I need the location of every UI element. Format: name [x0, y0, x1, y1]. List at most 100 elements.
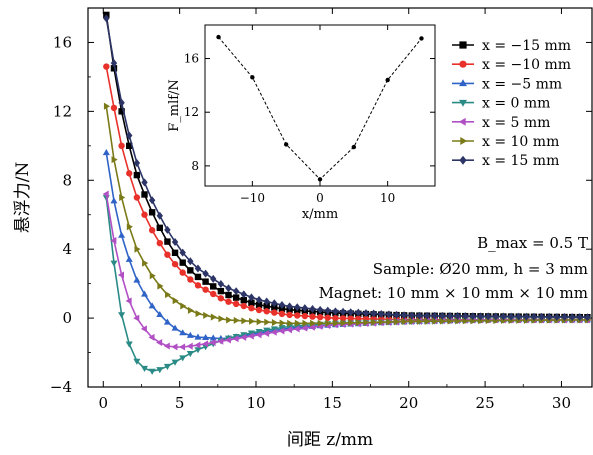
series-marker — [186, 331, 194, 338]
series-marker — [293, 325, 300, 333]
series-marker — [194, 333, 202, 340]
series-marker — [209, 334, 217, 341]
series-marker — [324, 306, 331, 315]
series-group — [102, 11, 592, 375]
series-marker — [194, 273, 202, 281]
series-marker — [240, 290, 247, 299]
series-marker — [141, 191, 148, 198]
series-marker — [270, 326, 278, 333]
legend-item: x = 5 mm — [452, 115, 550, 131]
legend-label: x = 15 mm — [482, 153, 559, 169]
legend-swatch-marker — [459, 60, 467, 68]
inset-plot: −10 0 10 8 12 16 x/mm F_mlf/N — [167, 24, 436, 222]
series-marker — [187, 257, 194, 266]
series-marker — [263, 329, 270, 338]
inset-frame — [204, 24, 436, 187]
series-marker — [133, 194, 141, 201]
series-marker — [164, 225, 171, 234]
series-marker — [332, 307, 339, 316]
series-marker — [202, 269, 209, 278]
series-marker — [118, 142, 125, 150]
series-marker — [286, 302, 293, 311]
series-marker — [187, 267, 194, 274]
series-marker — [201, 340, 208, 348]
series-marker — [454, 312, 461, 321]
series-marker — [110, 260, 118, 267]
series-marker — [271, 319, 279, 327]
series-marker — [194, 282, 202, 289]
series-marker — [164, 238, 171, 245]
series-marker — [416, 311, 423, 320]
annotations: B_max = 0.5 T Sample: Ø20 mm, h = 3 mm Mag… — [319, 234, 588, 302]
series-marker — [308, 323, 315, 331]
series-marker — [523, 312, 530, 321]
series-marker — [171, 324, 179, 331]
series-marker — [339, 307, 347, 316]
inset-point — [385, 77, 390, 83]
series-marker — [240, 302, 247, 310]
series-marker — [210, 274, 217, 283]
series-marker — [294, 303, 301, 312]
inset-y-axis-title: F_mlf/N — [167, 79, 182, 132]
series-marker — [103, 14, 110, 23]
series-marker — [310, 319, 317, 327]
series-marker — [301, 324, 308, 332]
series-marker — [394, 318, 401, 326]
series-marker — [469, 312, 477, 321]
legend-label: x = 5 mm — [482, 115, 550, 131]
series-marker — [110, 59, 118, 68]
series-5 — [103, 102, 592, 327]
legend-label: x = −5 mm — [482, 76, 562, 92]
y-tick-label: 8 — [62, 171, 72, 189]
series-marker — [385, 310, 393, 319]
annotation-text: Magnet: 10 mm × 10 mm × 10 mm — [319, 284, 588, 302]
legend-swatch-marker — [459, 41, 467, 49]
series-marker — [126, 223, 133, 231]
legend-item: x = −15 mm — [452, 38, 571, 54]
series-marker — [217, 279, 225, 288]
series-marker — [249, 317, 256, 325]
legend-swatch-marker — [459, 99, 467, 107]
series-marker — [561, 313, 568, 322]
series-marker — [110, 104, 118, 112]
series-marker — [538, 312, 545, 321]
series-marker — [125, 297, 132, 305]
series-line — [105, 18, 588, 318]
series-marker — [217, 295, 225, 302]
series-marker — [255, 306, 263, 314]
series-marker — [194, 347, 202, 354]
series-marker — [148, 227, 156, 234]
legend-label: x = 0 mm — [482, 96, 550, 112]
series-marker — [431, 311, 438, 320]
inset-point — [283, 142, 289, 147]
series-marker — [264, 318, 271, 326]
series-marker — [263, 308, 270, 315]
annotation-text: Sample: Ø20 mm, h = 3 mm — [373, 260, 588, 278]
series-marker — [240, 296, 247, 304]
series-marker — [263, 297, 270, 306]
series-marker — [325, 319, 332, 327]
series-marker — [408, 311, 415, 320]
series-marker — [232, 335, 239, 343]
series-marker — [140, 325, 147, 333]
x-tick-label: 20 — [399, 394, 418, 412]
series-marker — [110, 197, 118, 204]
series-marker — [125, 255, 133, 262]
legend-item: x = −5 mm — [452, 76, 562, 92]
series-marker — [179, 329, 187, 336]
series-marker — [278, 300, 286, 309]
series-marker — [507, 312, 515, 321]
series-marker — [287, 319, 294, 327]
series-marker — [309, 304, 316, 313]
series-marker — [141, 178, 148, 187]
series-marker — [279, 319, 286, 327]
series-marker — [218, 315, 225, 323]
series-marker — [156, 310, 164, 318]
legend-item: x = 10 mm — [452, 134, 559, 150]
series-marker — [148, 333, 155, 341]
x-tick-label: 30 — [552, 394, 571, 412]
series-marker — [156, 339, 163, 347]
series-marker — [285, 326, 292, 334]
